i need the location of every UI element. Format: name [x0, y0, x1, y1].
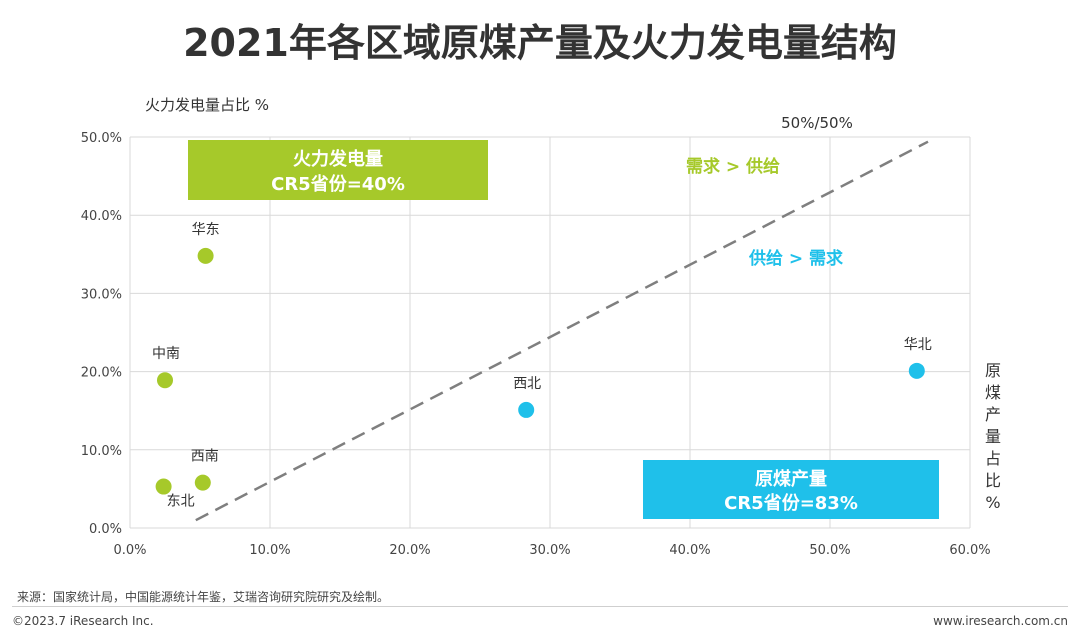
coal-cr5-title: 原煤产量	[755, 468, 827, 490]
y-tick-label: 40.0%	[81, 209, 122, 224]
data-point-label: 华东	[192, 222, 220, 238]
reference-line-label: 50%/50%	[781, 114, 853, 132]
y-tick-label: 10.0%	[81, 444, 122, 459]
data-point	[194, 474, 211, 491]
x-axis-title-char: 煤	[985, 383, 1001, 402]
website-link[interactable]: www.iresearch.com.cn	[933, 614, 1068, 628]
data-point	[518, 401, 535, 418]
source-note: 来源：国家统计局，中国能源统计年鉴，艾瑞咨询研究院研究及绘制。	[17, 590, 390, 604]
footer-divider	[12, 606, 1068, 607]
demand-gt-supply-label: 需求 > 供给	[686, 156, 780, 177]
reference-line-group	[195, 140, 929, 522]
thermal-cr5-box	[188, 140, 488, 200]
x-tick-label: 0.0%	[113, 543, 146, 558]
data-point	[157, 372, 173, 389]
thermal-cr5-title: 火力发电量	[293, 148, 383, 170]
y-tick-label: 30.0%	[81, 287, 122, 302]
data-point	[197, 247, 214, 264]
x-axis-title-char: 占	[985, 449, 1001, 468]
y-tick-label: 20.0%	[81, 366, 122, 381]
x-tick-label: 10.0%	[249, 543, 290, 558]
coal-cr5-box	[643, 460, 939, 519]
x-axis-title-char: 量	[985, 427, 1001, 446]
x-axis-title-char: 原	[985, 361, 1001, 380]
data-point-label: 华北	[904, 337, 932, 353]
data-point-label: 西南	[191, 449, 219, 465]
page-title: 2021年各区域原煤产量及火力发电量结构	[183, 21, 897, 65]
x-axis-title-char: 比	[985, 471, 1001, 490]
x-axis-title-char: %	[985, 493, 1000, 512]
data-point-label: 中南	[152, 346, 180, 362]
data-point-label: 东北	[167, 494, 195, 510]
reference-line	[195, 140, 929, 522]
y-tick-label: 50.0%	[81, 131, 122, 146]
x-tick-label: 40.0%	[669, 543, 710, 558]
supply-gt-demand-label: 供给 > 需求	[748, 248, 843, 269]
y-tick-label: 0.0%	[89, 522, 122, 537]
x-tick-label: 20.0%	[389, 543, 430, 558]
data-point	[908, 362, 925, 379]
data-points	[155, 247, 925, 495]
y-axis-title: 火力发电量占比 %	[145, 96, 269, 114]
copyright: ©2023.7 iResearch Inc.	[12, 614, 154, 628]
coal-cr5-value: CR5省份=83%	[724, 492, 858, 514]
x-tick-label: 60.0%	[949, 543, 990, 558]
x-tick-label: 50.0%	[809, 543, 850, 558]
x-axis-title-char: 产	[985, 405, 1001, 424]
chart-labels: 0.0% 10.0% 20.0% 30.0% 40.0% 50.0% 60.0% 0.0% 10…	[81, 96, 1001, 558]
data-point	[155, 478, 172, 495]
data-point-label: 西北	[513, 376, 541, 392]
thermal-cr5-value: CR5省份=40%	[271, 173, 405, 195]
grid-lines	[129, 136, 971, 529]
x-tick-label: 30.0%	[529, 543, 570, 558]
